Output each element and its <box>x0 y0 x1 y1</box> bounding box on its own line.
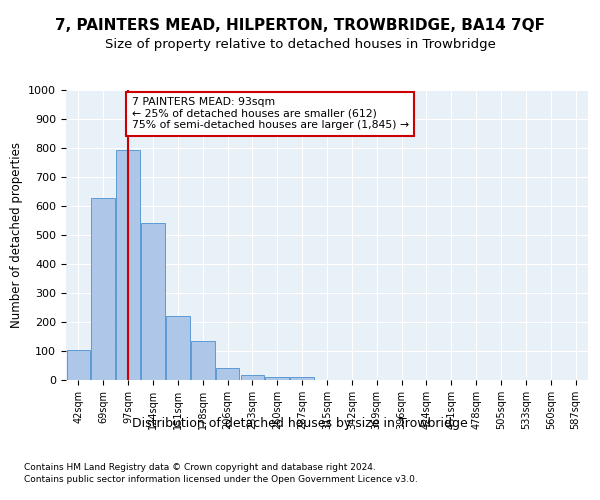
Bar <box>67 350 90 380</box>
Bar <box>191 341 215 380</box>
Bar <box>241 375 264 380</box>
Bar <box>265 377 289 380</box>
Text: 7, PAINTERS MEAD, HILPERTON, TROWBRIDGE, BA14 7QF: 7, PAINTERS MEAD, HILPERTON, TROWBRIDGE,… <box>55 18 545 32</box>
Text: Contains public sector information licensed under the Open Government Licence v3: Contains public sector information licen… <box>24 475 418 484</box>
Bar <box>166 316 190 380</box>
Bar <box>290 376 314 380</box>
Text: 7 PAINTERS MEAD: 93sqm
← 25% of detached houses are smaller (612)
75% of semi-de: 7 PAINTERS MEAD: 93sqm ← 25% of detached… <box>132 97 409 130</box>
Text: Size of property relative to detached houses in Trowbridge: Size of property relative to detached ho… <box>104 38 496 51</box>
Bar <box>216 368 239 380</box>
Bar <box>141 224 165 380</box>
Bar <box>116 150 140 380</box>
Text: Distribution of detached houses by size in Trowbridge: Distribution of detached houses by size … <box>132 418 468 430</box>
Text: Contains HM Land Registry data © Crown copyright and database right 2024.: Contains HM Land Registry data © Crown c… <box>24 462 376 471</box>
Bar <box>91 198 115 380</box>
Y-axis label: Number of detached properties: Number of detached properties <box>10 142 23 328</box>
